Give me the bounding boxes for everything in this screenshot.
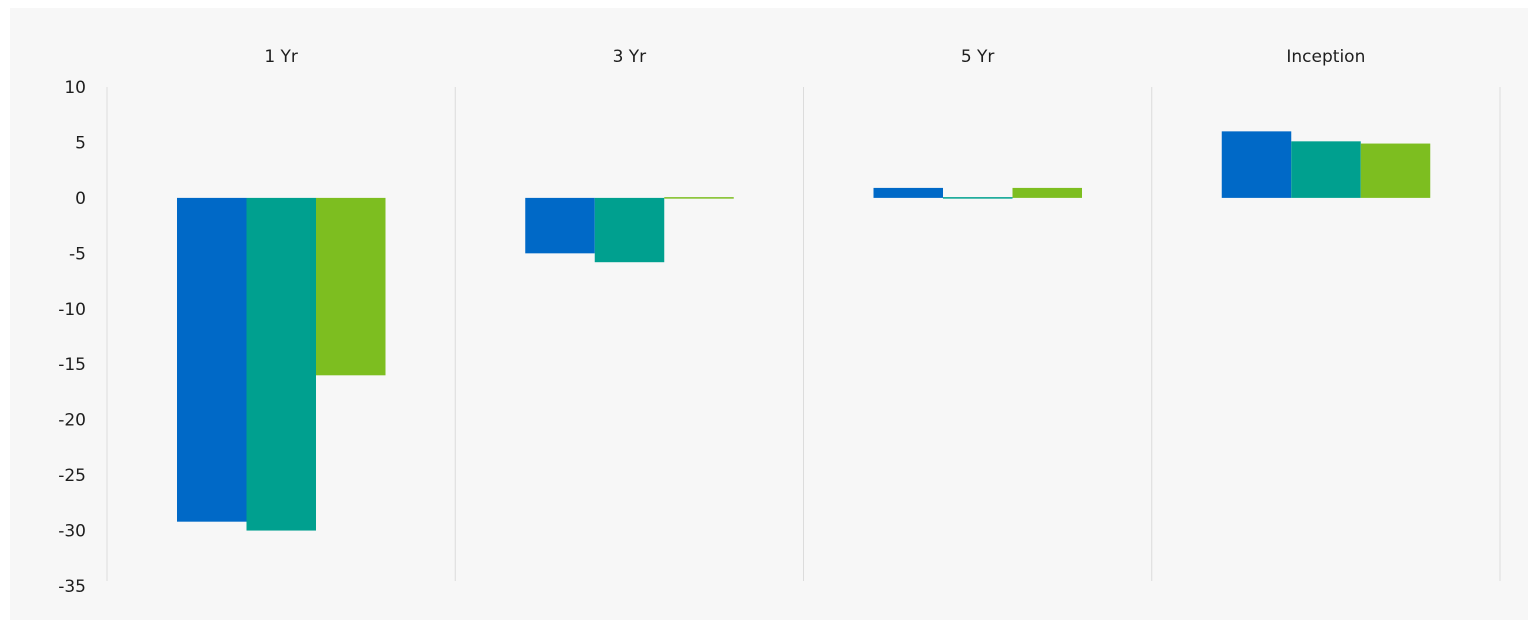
bar xyxy=(525,197,595,254)
bar xyxy=(873,187,943,198)
chart-panel: 10 5 0 -5 -10 -15 -20 -25 -30 -35 1 Yr 3 Yr 5 Yr Inc… xyxy=(10,8,1528,620)
y-tick-label: -30 xyxy=(58,522,86,542)
y-tick-label: 0 xyxy=(75,189,86,209)
bar xyxy=(316,197,386,376)
y-tick-label: -35 xyxy=(58,577,86,597)
bar xyxy=(1012,187,1082,198)
y-tick-label: -15 xyxy=(58,355,86,375)
bars xyxy=(177,131,1431,531)
y-tick-label: 10 xyxy=(64,78,86,98)
bar xyxy=(1291,141,1361,198)
bar xyxy=(1360,143,1431,198)
bar xyxy=(943,197,1013,199)
category-labels: 1 Yr 3 Yr 5 Yr Inception xyxy=(264,47,1365,67)
bar-chart: 10 5 0 -5 -10 -15 -20 -25 -30 -35 1 Yr 3 Yr 5 Yr Inc… xyxy=(58,47,1501,597)
bar xyxy=(177,197,247,522)
bar xyxy=(1221,131,1292,198)
y-tick-label: 5 xyxy=(75,133,86,153)
bar xyxy=(594,197,665,263)
bar xyxy=(664,197,734,199)
category-label: 5 Yr xyxy=(961,47,995,67)
y-tick-label: -25 xyxy=(58,466,86,486)
bar xyxy=(246,197,316,531)
category-label: 3 Yr xyxy=(613,47,647,67)
y-tick-label: -20 xyxy=(58,411,86,431)
category-separators xyxy=(106,87,1501,581)
y-tick-label: -10 xyxy=(58,300,86,320)
y-axis-tick-labels: 10 5 0 -5 -10 -15 -20 -25 -30 -35 xyxy=(58,78,86,597)
category-label: 1 Yr xyxy=(264,47,298,67)
y-tick-label: -5 xyxy=(69,244,86,264)
category-label: Inception xyxy=(1286,47,1365,67)
